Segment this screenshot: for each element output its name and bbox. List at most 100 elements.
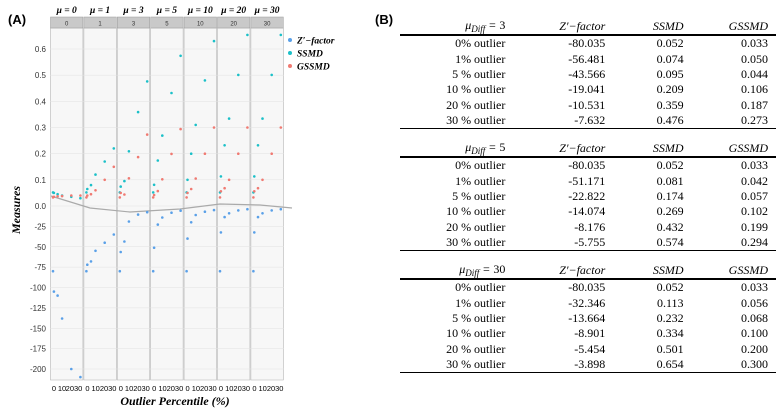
data-point-zfactor [179, 209, 182, 212]
x-tick-label: 20 [233, 384, 241, 393]
row-label: 1% outlier [455, 51, 506, 66]
data-point-gssmd [56, 195, 59, 198]
facet-strip-label: 5 [165, 22, 169, 28]
row-label: 20 % outlier [446, 341, 506, 356]
row-label: 5 % outlier [452, 66, 506, 81]
y-tick-label: 0.6 [35, 45, 47, 54]
table-cell: -56.481 [568, 51, 606, 66]
data-point-gssmd [261, 178, 264, 182]
table-cell: 0.113 [657, 295, 684, 310]
legend-label: SSMD [297, 50, 323, 60]
data-point-gssmd [60, 194, 64, 198]
facet-panel [250, 27, 284, 381]
table-cell: 0.501 [656, 341, 684, 356]
data-point-gssmd [127, 177, 131, 180]
data-point-gssmd [212, 126, 216, 129]
row-label: 20 % outlier [446, 219, 506, 234]
data-point-zfactor [219, 231, 223, 234]
data-point-zfactor [127, 220, 131, 223]
facet-strip [83, 16, 117, 29]
row-label: 5 % outlier [452, 188, 506, 203]
row-label: 10 % outlier [446, 82, 506, 97]
data-point-ssmd [270, 73, 274, 77]
table-cell: 0.300 [741, 357, 768, 372]
data-point-zfactor [253, 231, 256, 234]
data-point-zfactor [145, 210, 149, 214]
table-cell: -7.632 [574, 113, 606, 128]
data-point-zfactor [189, 221, 193, 224]
table-cell: 0.174 [656, 188, 684, 203]
data-point-ssmd [256, 144, 260, 147]
y-axis-title: Measures [9, 186, 23, 235]
data-point-ssmd [203, 79, 207, 82]
y-tick-label: -150 [30, 324, 47, 333]
data-point-gssmd [246, 126, 249, 129]
facet-strip-label: 3 [132, 22, 136, 28]
row-label: 20 % outlier [446, 97, 506, 112]
facet-strip [183, 16, 217, 29]
data-point-gssmd [94, 189, 97, 192]
x-tick-label: 2030 [66, 384, 83, 393]
table-cell: 0.654 [656, 357, 684, 372]
table-row: 30 % outlier -3.898 0.654 0.300 [400, 357, 776, 373]
facet-strip-label: 0 [65, 22, 69, 28]
data-point-zfactor [156, 223, 160, 226]
x-tick-label: 30 [275, 384, 283, 393]
table-cell: 0.057 [741, 188, 768, 203]
x-tick-label: 0 [52, 384, 56, 393]
legend-marker [288, 64, 292, 68]
data-point-zfactor [79, 375, 82, 379]
data-point-ssmd [112, 147, 116, 150]
data-point-gssmd [218, 196, 222, 199]
data-point-gssmd [103, 178, 106, 182]
table-row: 1% outlier -32.346 0.113 0.056 [400, 295, 776, 310]
table-cell: -13.664 [568, 310, 606, 325]
table-cell: 0.269 [656, 204, 684, 219]
table-row: 5 % outlier -43.566 0.095 0.044 [400, 67, 776, 82]
data-point-gssmd [279, 126, 283, 129]
legend-marker [288, 51, 292, 55]
table-cell: 0.033 [741, 280, 768, 295]
table-cell: 0.232 [656, 310, 684, 325]
table-row: 10 % outlier -19.041 0.209 0.106 [400, 82, 776, 97]
data-point-gssmd [170, 152, 173, 156]
facet-strip-label: 30 [264, 22, 271, 28]
table-row: 20 % outlier -8.176 0.432 0.199 [400, 220, 776, 235]
table-cell: -5.755 [574, 235, 606, 250]
facet-title: μ = 3 [122, 6, 143, 16]
facet-strip-label: 20 [230, 22, 237, 28]
table-row: 20 % outlier -10.531 0.359 0.187 [400, 98, 776, 113]
data-point-ssmd [89, 183, 93, 187]
facet-strip [50, 16, 84, 29]
x-tick-label: 10 [259, 384, 267, 393]
y-tick-label: 0.4 [35, 97, 47, 106]
table-cell: -80.035 [568, 36, 606, 51]
table-row: 10 % outlier -14.074 0.269 0.102 [400, 204, 776, 219]
x-tick-label: 20 [167, 384, 175, 393]
table-cell: 0.033 [741, 36, 768, 51]
table-cell: 0.102 [741, 204, 768, 219]
data-point-ssmd [127, 150, 131, 153]
table-cell: 0.042 [741, 173, 768, 188]
data-point-zfactor [227, 212, 231, 215]
facet-title: μ = 20 [220, 6, 246, 16]
data-point-zfactor [119, 250, 122, 254]
data-point-gssmd [185, 196, 188, 199]
table-column-header: SSMD [605, 18, 684, 36]
data-point-zfactor [161, 216, 164, 219]
facet-panel [117, 27, 151, 381]
data-point-gssmd [203, 152, 207, 155]
faceted-scatter-chart: 0 μ = 0 1 μ = 1 3 μ = 3 5 μ = 5 10 μ = 10 20 μ = 20… [9, 6, 335, 408]
data-point-gssmd [79, 194, 82, 197]
data-point-zfactor [185, 269, 188, 273]
row-label: 30 % outlier [446, 113, 506, 128]
y-tick-label: -50 [34, 243, 46, 252]
data-point-gssmd [253, 190, 256, 193]
table-column-header: GSSMD [683, 262, 776, 280]
table-column-header: Z′−factor [507, 262, 606, 280]
trend-curve [50, 195, 293, 213]
data-point-gssmd [123, 193, 126, 196]
data-point-zfactor [70, 367, 73, 371]
table-cell: 0.074 [656, 51, 684, 66]
table-mu-header: μDiff = 3 [400, 18, 508, 36]
